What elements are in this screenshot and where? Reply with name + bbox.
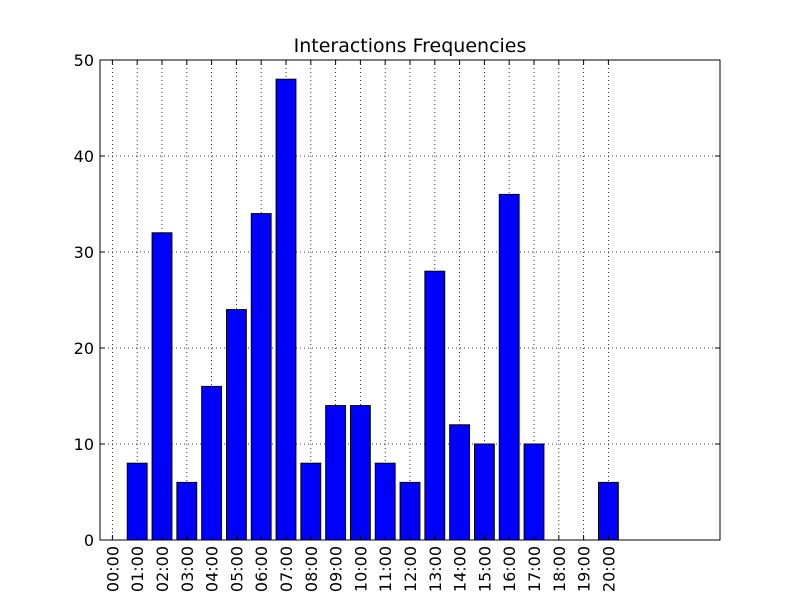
bar-10:00 — [349, 405, 371, 541]
bar-05:00 — [225, 309, 247, 541]
x-tick-label: 02:00 — [153, 546, 172, 592]
x-tick-label: 01:00 — [128, 546, 147, 592]
x-tick-label: 06:00 — [252, 546, 271, 592]
x-tick-label: 17:00 — [525, 546, 544, 592]
bar-17:00 — [523, 443, 545, 541]
bar-14:00 — [449, 424, 471, 541]
bar-09:00 — [325, 405, 347, 541]
grid-lines — [100, 59, 720, 541]
ticks — [100, 59, 720, 541]
bar-13:00 — [424, 270, 446, 541]
bar-03:00 — [176, 481, 198, 541]
bar-15:00 — [473, 443, 495, 541]
x-tick-label: 15:00 — [475, 546, 494, 592]
bar-07:00 — [275, 78, 297, 541]
bar-02:00 — [151, 232, 173, 541]
x-tick-label: 19:00 — [575, 546, 594, 592]
x-tick-label: 05:00 — [227, 546, 246, 592]
x-tick-labels: 00:00 01:00 02:00 03:00 04:00 05:00 06:00 07:00… — [103, 546, 618, 592]
bar-04:00 — [201, 385, 223, 541]
bar-08:00 — [300, 462, 322, 541]
x-tick-label: 10:00 — [351, 546, 370, 592]
bar-12:00 — [399, 481, 421, 541]
bars — [126, 78, 619, 541]
x-tick-label: 08:00 — [302, 546, 321, 592]
y-tick-label: 30 — [74, 243, 94, 262]
x-tick-label: 07:00 — [277, 546, 296, 592]
bar-11:00 — [374, 462, 396, 541]
x-tick-label: 11:00 — [376, 546, 395, 592]
y-tick-label: 40 — [74, 147, 94, 166]
x-tick-label: 13:00 — [426, 546, 445, 592]
y-tick-label: 20 — [74, 339, 94, 358]
y-tick-labels: 0 10 20 30 40 50 — [74, 51, 94, 550]
bar-20:00 — [597, 481, 619, 541]
bar-06:00 — [250, 213, 272, 541]
x-tick-label: 12:00 — [401, 546, 420, 592]
y-tick-label: 10 — [74, 435, 94, 454]
x-tick-label: 00:00 — [103, 546, 122, 592]
bar-16:00 — [498, 193, 520, 541]
x-tick-label: 09:00 — [327, 546, 346, 592]
y-tick-label: 0 — [84, 531, 94, 550]
x-tick-label: 20:00 — [599, 546, 618, 592]
x-tick-label: 04:00 — [203, 546, 222, 592]
x-tick-label: 18:00 — [550, 546, 569, 592]
x-tick-label: 16:00 — [500, 546, 519, 592]
bar-01:00 — [126, 462, 148, 541]
y-tick-label: 50 — [74, 51, 94, 70]
x-tick-label: 03:00 — [178, 546, 197, 592]
chart-title: Interactions Frequencies — [294, 35, 527, 57]
x-tick-label: 14:00 — [451, 546, 470, 592]
